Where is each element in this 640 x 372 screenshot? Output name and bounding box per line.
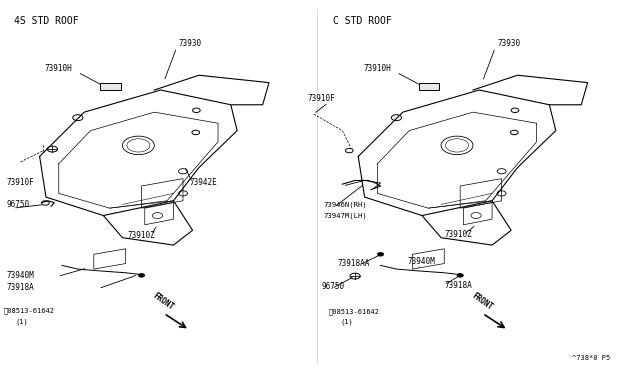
FancyBboxPatch shape bbox=[100, 83, 120, 90]
Circle shape bbox=[138, 273, 145, 277]
Text: 73910F: 73910F bbox=[307, 94, 335, 103]
Text: 73918A: 73918A bbox=[444, 280, 472, 289]
Text: 73946N(RH): 73946N(RH) bbox=[323, 201, 367, 208]
Text: Ⓜ08513-61642: Ⓜ08513-61642 bbox=[4, 307, 55, 314]
Text: 96750: 96750 bbox=[322, 282, 345, 291]
Text: 96750: 96750 bbox=[6, 200, 29, 209]
Text: ^738*0 P5: ^738*0 P5 bbox=[572, 355, 610, 360]
Circle shape bbox=[378, 253, 384, 256]
Text: 73918A: 73918A bbox=[6, 283, 34, 292]
Text: 73940M: 73940M bbox=[6, 270, 34, 280]
Text: Ⓜ08513-61642: Ⓜ08513-61642 bbox=[328, 308, 380, 315]
Text: 73910Z: 73910Z bbox=[127, 231, 156, 240]
Text: C STD ROOF: C STD ROOF bbox=[333, 16, 392, 26]
Text: 73910F: 73910F bbox=[6, 178, 34, 187]
Text: 4S STD ROOF: 4S STD ROOF bbox=[14, 16, 79, 26]
Text: 73942E: 73942E bbox=[189, 178, 217, 187]
Text: FRONT: FRONT bbox=[151, 291, 175, 312]
Text: (1): (1) bbox=[15, 318, 28, 325]
FancyBboxPatch shape bbox=[419, 83, 439, 90]
Text: 73910H: 73910H bbox=[45, 64, 72, 73]
Text: 73918AA: 73918AA bbox=[337, 259, 369, 268]
Text: (1): (1) bbox=[340, 318, 353, 325]
Text: FRONT: FRONT bbox=[470, 291, 494, 312]
Text: 73947M(LH): 73947M(LH) bbox=[323, 212, 367, 219]
Text: 73910H: 73910H bbox=[364, 64, 391, 73]
Text: 73910Z: 73910Z bbox=[444, 230, 472, 238]
Circle shape bbox=[457, 273, 463, 277]
Text: 73940M: 73940M bbox=[408, 257, 436, 266]
Text: 73930: 73930 bbox=[497, 39, 520, 48]
Text: 73930: 73930 bbox=[179, 39, 202, 48]
